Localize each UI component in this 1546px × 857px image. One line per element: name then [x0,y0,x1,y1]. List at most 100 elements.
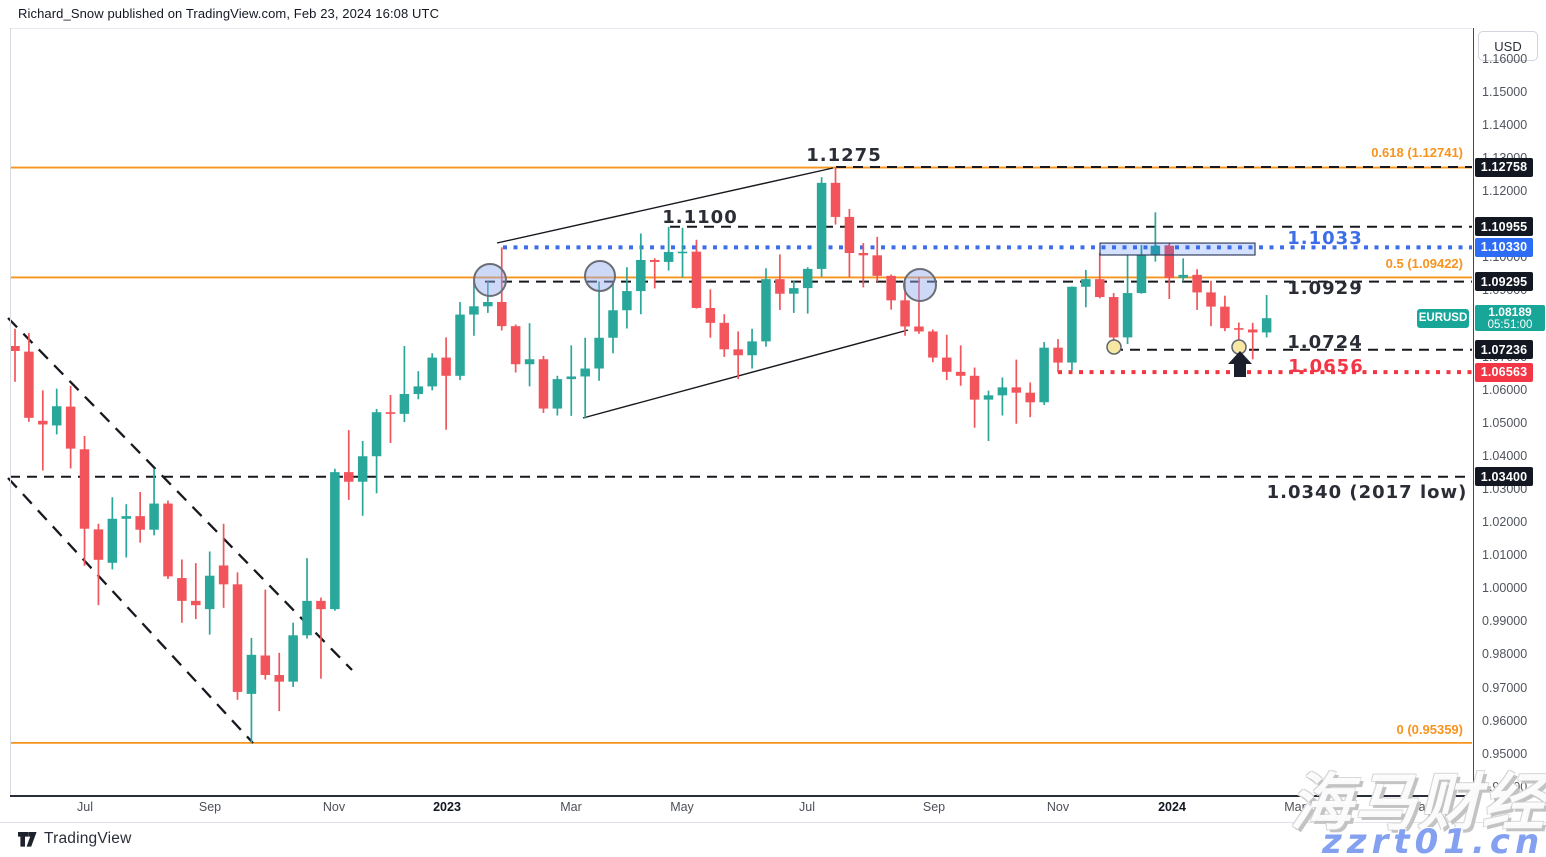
price-annotation[interactable]: 1.1033 [1287,228,1362,249]
price-annotation[interactable]: 1.0929 [1287,278,1362,299]
candle-body [649,259,660,262]
price-annotation[interactable]: 1.0724 [1287,332,1362,353]
price-level-label: 1.10955 [1475,217,1533,237]
tradingview-logo[interactable]: TradingView [18,830,132,848]
price-level-label: 1.03400 [1475,467,1533,487]
rising-wedge-line[interactable] [582,329,909,419]
candle-body [510,326,521,365]
price-tick-label: 0.98000 [1482,647,1528,662]
fib-label[interactable]: 0.618 (1.12741) [1371,145,1463,160]
highlight-circle[interactable] [473,263,507,297]
candle-body [1247,329,1258,333]
price-tick-label: 1.12000 [1482,184,1528,199]
candle-body [469,306,479,315]
candle-body [1234,328,1244,330]
candle-body [24,351,34,418]
countdown-timer: 05:51:00 [1487,319,1533,332]
candle-body [802,268,813,289]
highlight-circle[interactable] [584,260,616,292]
candle-body [204,575,215,610]
candle-body [330,472,340,610]
time-axis[interactable]: Jul Sep Nov 2023 Mar May Jul Sep Nov 2024 Mar May [0,797,1473,822]
candle-body [38,420,48,425]
candle-body [107,518,118,563]
price-level-label: 1.10330 [1475,237,1533,257]
down-channel-line[interactable] [7,317,353,671]
candle-body [260,655,271,676]
price-annotation[interactable]: 1.0656 [1288,356,1363,377]
candle-body [288,635,298,682]
candle-body [900,300,910,327]
candle-body [163,503,173,577]
yellow-marker[interactable] [1106,339,1122,355]
yellow-marker[interactable] [1231,339,1247,355]
candle-body [1067,286,1077,363]
candle-body [789,288,799,294]
candle-body [232,584,243,692]
price-tick-label: 0.96000 [1482,713,1528,728]
candle-body [135,516,145,530]
currency-usd-button[interactable]: USD [1478,31,1538,61]
candle-body [719,322,730,350]
candle-body [371,412,382,457]
plot-border-top [10,28,1472,29]
page-bottom-separator [0,822,1546,823]
candle-body [427,357,437,387]
price-level-label: 1.12758 [1475,157,1533,177]
price-tick-label: 1.14000 [1482,117,1528,132]
highlight-circle[interactable] [903,268,937,302]
candle-body [844,216,855,254]
candle-body [121,516,132,519]
candle-body [594,337,604,369]
candle-body [1136,254,1147,294]
candle-body [552,379,563,409]
tradingview-logo-icon [18,831,37,847]
time-axis-label: May [1408,800,1432,814]
candle-body [1164,245,1175,278]
fib-label[interactable]: 0 (0.95359) [1397,722,1464,737]
candle-body [928,331,938,358]
time-axis-label: May [670,800,694,814]
fib-label[interactable]: 0.5 (1.09422) [1386,256,1463,271]
price-tick-label: 0.95000 [1482,746,1528,761]
price-level-label: 1.06563 [1475,362,1533,382]
candle-body [1122,293,1133,338]
up-arrow[interactable] [1228,351,1252,377]
resistance-zone-rect[interactable] [1099,242,1256,256]
price-tick-label: 1.05000 [1482,415,1528,430]
candle-body [413,386,424,395]
chart-plot-area[interactable]: 0.618 (1.12741) 0.5 (1.09422) 0 (0.95359) 1… [0,0,1473,795]
price-tick-label: 1.06000 [1482,382,1528,397]
candle-body [177,578,187,601]
candle-body [357,456,368,482]
down-channel-line[interactable] [7,477,254,744]
price-axis[interactable]: USD 1.160001.150001.140001.130001.120001… [1473,28,1546,822]
candle-body [441,357,451,376]
candle-body [622,291,632,311]
time-axis-label: 2024 [1158,800,1186,814]
attribution-text[interactable]: Richard_Snow published on TradingView.co… [18,6,440,21]
candle-body [775,279,785,294]
candle-body [983,395,994,400]
price-tick-label: 1.01000 [1482,548,1528,563]
rising-wedge-line[interactable] [496,167,834,244]
price-annotation[interactable]: 1.1100 [662,207,737,228]
tradingview-logo-text: TradingView [44,830,132,847]
time-axis-label: Nov [1046,800,1070,814]
candle-body [663,252,674,262]
chart-canvas: 0.618 (1.12741) 0.5 (1.09422) 0 (0.95359) 1… [7,145,1472,744]
candle-body [524,359,535,365]
candle-body [677,251,688,254]
candle-body [385,412,396,414]
price-tick-label: 1.04000 [1482,448,1528,463]
candle-body [1220,306,1230,329]
price-tick-label: 0.99000 [1482,614,1528,629]
price-annotation[interactable]: 1.1275 [806,145,881,166]
price-annotation[interactable]: 1.0340 (2017 low) [1267,482,1468,503]
candle-body [399,394,410,414]
candle-body [1039,347,1049,403]
candle-body [1206,292,1216,307]
candle-body [316,600,326,610]
plot-border-left [10,28,11,795]
